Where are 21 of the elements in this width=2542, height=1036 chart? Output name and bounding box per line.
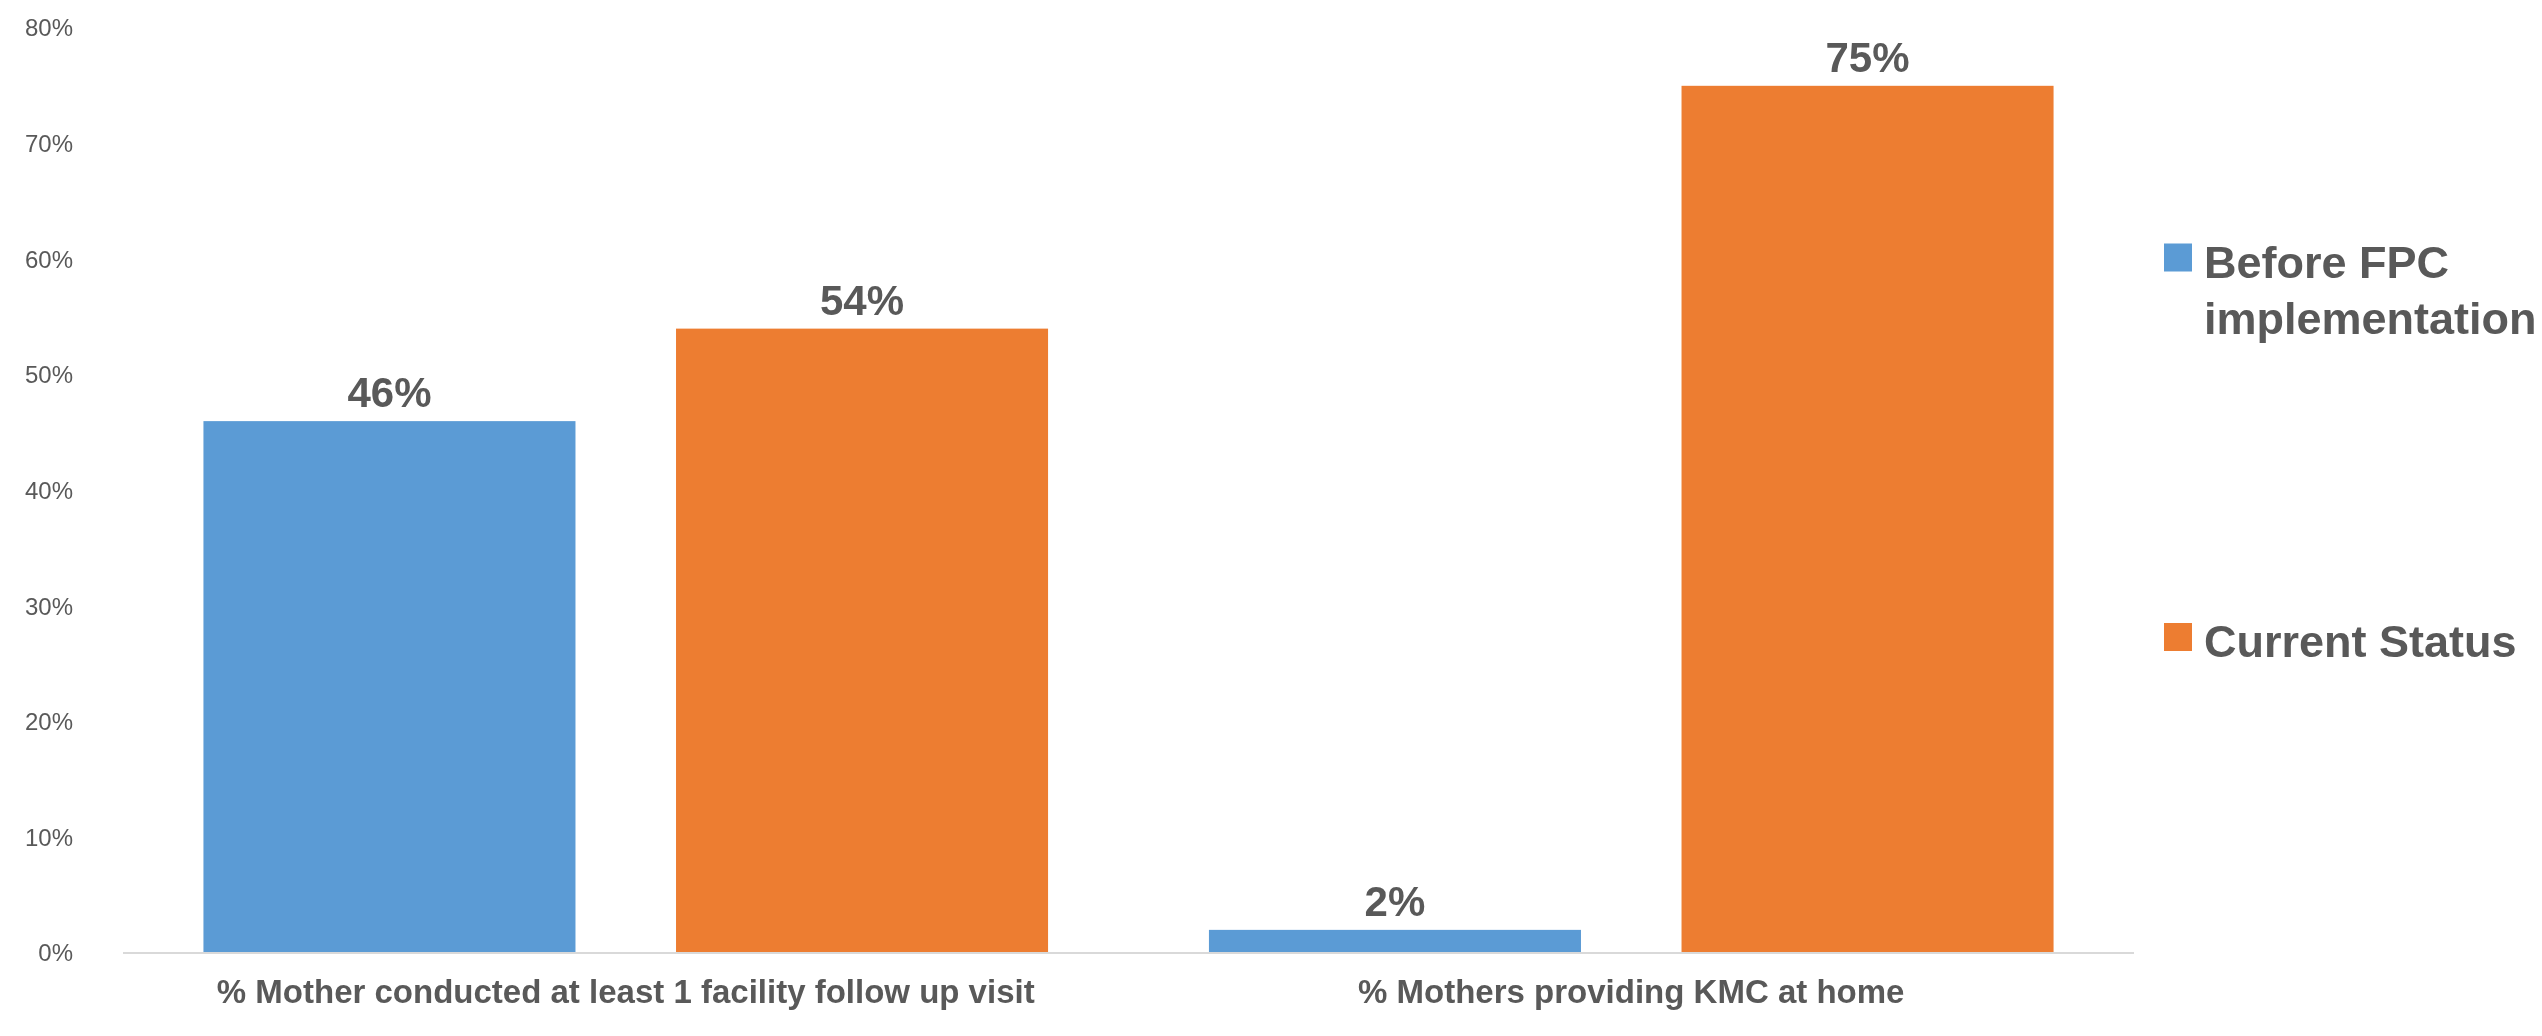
x-tick-label: % Mother conducted at least 1 facility follow up visit — [216, 973, 1035, 1010]
bar — [676, 328, 1049, 953]
bar — [1681, 85, 2054, 953]
x-tick-label: % Mothers providing KMC at home — [1358, 973, 1905, 1010]
y-tick-label: 80% — [24, 14, 73, 42]
y-tick-label: 20% — [24, 708, 73, 736]
y-tick-label: 70% — [24, 130, 73, 158]
y-tick-label: 10% — [24, 823, 73, 851]
bar — [1208, 929, 1581, 953]
data-label: 2% — [1364, 877, 1426, 925]
y-tick-label: 30% — [24, 592, 73, 620]
y-tick-label: 40% — [24, 476, 73, 504]
legend-label: Current Status — [2204, 616, 2517, 667]
data-label: 54% — [820, 276, 905, 324]
y-tick-label: 0% — [38, 939, 73, 967]
data-label: 75% — [1825, 33, 1910, 81]
y-tick-label: 50% — [24, 361, 73, 389]
y-tick-label: 60% — [24, 245, 73, 273]
legend-label: Before FPC implementation — [2204, 236, 2537, 344]
bar — [203, 421, 576, 953]
data-label: 46% — [347, 369, 432, 417]
